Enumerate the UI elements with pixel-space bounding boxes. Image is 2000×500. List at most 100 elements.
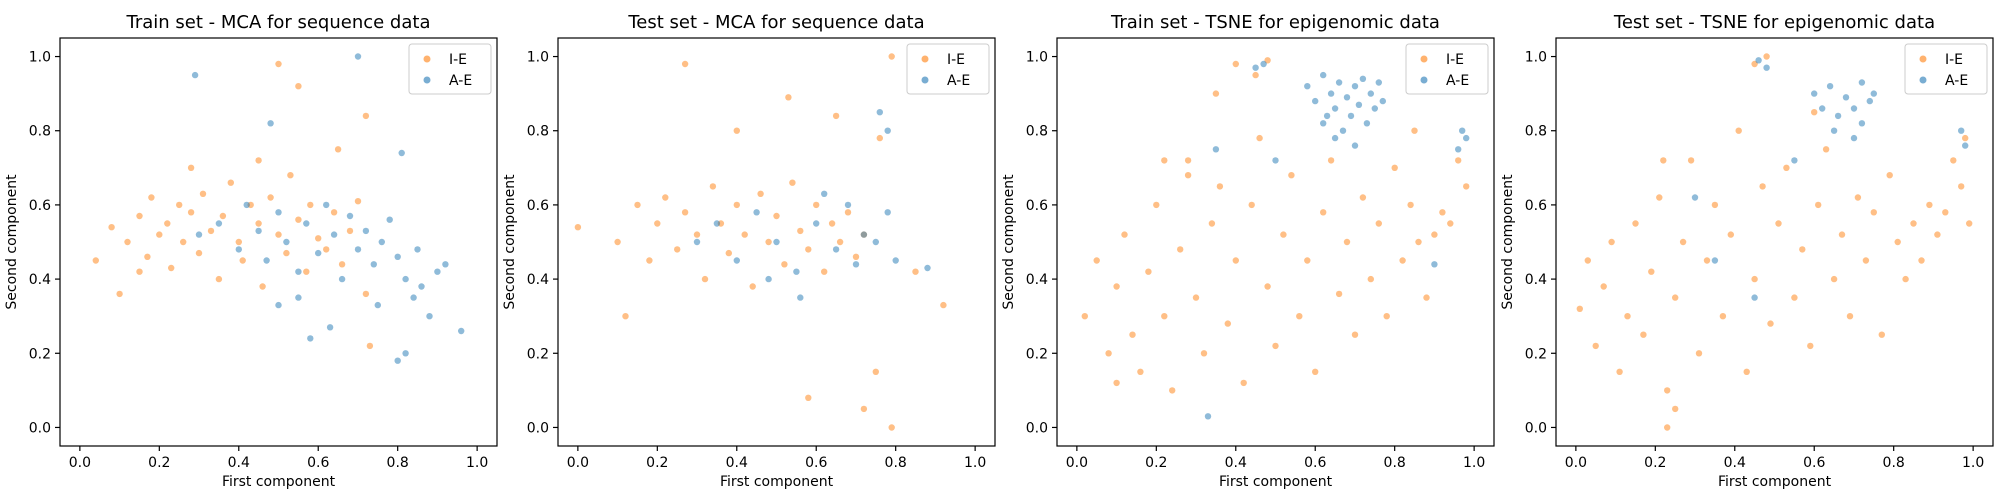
y-tick-label: 0.4: [1026, 272, 1048, 288]
y-tick-label: 1.0: [1026, 50, 1048, 66]
data-point: [1343, 238, 1351, 246]
legend: I-E A-E: [1405, 43, 1489, 95]
data-point: [275, 209, 282, 216]
data-point: [418, 283, 425, 290]
y-tick-label: 0.2: [1026, 346, 1048, 362]
data-point: [326, 324, 334, 331]
data-point: [1252, 71, 1259, 79]
data-point: [442, 261, 449, 268]
legend-label: A-E: [1945, 73, 1968, 89]
y-tick-label: 0.0: [1525, 420, 1547, 436]
data-point: [414, 246, 421, 253]
data-point: [574, 224, 582, 231]
data-point: [912, 268, 919, 275]
data-point: [1767, 320, 1774, 327]
data-point: [1656, 194, 1663, 201]
data-point: [330, 209, 338, 216]
data-point: [1312, 97, 1319, 105]
x-tick-label: 0.2: [646, 455, 668, 471]
data-point: [884, 209, 891, 216]
data-point: [832, 246, 840, 253]
data-point: [1878, 331, 1886, 338]
data-point: [283, 249, 290, 257]
data-point: [1902, 275, 1909, 283]
data-point: [1272, 157, 1279, 164]
data-point: [315, 249, 322, 257]
data-point: [366, 342, 374, 350]
data-point: [307, 201, 314, 209]
data-point: [215, 220, 223, 227]
data-point: [1304, 257, 1311, 264]
data-point: [1834, 112, 1842, 120]
data-point: [681, 209, 689, 216]
points-group: [1576, 53, 1973, 431]
data-point: [1842, 94, 1850, 101]
data-point: [1850, 105, 1858, 112]
x-tick-label: 0.6: [805, 455, 827, 471]
data-point: [1431, 261, 1438, 268]
data-point: [1161, 313, 1168, 320]
data-point: [338, 275, 346, 283]
data-point: [1616, 368, 1623, 375]
x-tick-label: 0.2: [1644, 455, 1666, 471]
x-tick-label: 0.6: [1304, 455, 1326, 471]
series-i-e: [92, 60, 374, 350]
data-point: [1775, 220, 1782, 227]
data-point: [1232, 60, 1240, 68]
data-point: [1113, 379, 1120, 387]
data-point: [1703, 257, 1711, 264]
y-tick-label: 0.2: [29, 346, 51, 362]
data-point: [1212, 90, 1220, 97]
y-tick-label: 0.6: [527, 198, 549, 214]
data-point: [195, 231, 203, 238]
data-point: [1962, 134, 1969, 142]
data-point: [1822, 146, 1830, 153]
data-point: [733, 127, 740, 134]
data-point: [1232, 257, 1240, 264]
series-a-e: [1691, 57, 1969, 301]
data-point: [860, 231, 868, 238]
y-tick-label: 0.0: [527, 420, 549, 436]
chart-panel-4: Test set - TSNE for epigenomic data 0.0 0.…: [1500, 12, 1994, 490]
data-point: [287, 172, 294, 179]
x-tick-label: 0.4: [228, 455, 250, 471]
chart-title: Test set - TSNE for epigenomic data: [1613, 12, 1935, 33]
data-point: [797, 294, 804, 301]
data-point: [295, 268, 302, 275]
data-point: [1423, 294, 1430, 301]
data-point: [1161, 157, 1168, 164]
data-point: [876, 109, 883, 116]
data-point: [323, 246, 330, 253]
legend-label: I-E: [947, 52, 965, 68]
data-point: [1192, 294, 1200, 301]
data-point: [1208, 220, 1216, 227]
data-point: [195, 249, 203, 257]
data-point: [1105, 350, 1112, 357]
data-point: [1447, 220, 1454, 227]
y-tick-label: 0.4: [527, 272, 549, 288]
data-point: [1826, 83, 1834, 90]
data-point: [1679, 238, 1687, 246]
data-point: [1367, 275, 1375, 283]
data-point: [1751, 275, 1758, 283]
data-point: [1379, 97, 1387, 105]
data-point: [402, 275, 409, 283]
data-point: [1339, 127, 1347, 134]
data-point: [303, 268, 310, 275]
data-point: [1648, 268, 1655, 275]
x-tick-label: 0.0: [1565, 455, 1587, 471]
data-point: [789, 179, 796, 186]
data-point: [725, 249, 732, 257]
data-point: [1711, 201, 1719, 209]
data-point: [354, 198, 362, 205]
data-point: [402, 350, 409, 357]
data-point: [426, 313, 433, 320]
data-point: [1383, 313, 1390, 320]
data-point: [940, 301, 947, 309]
x-tick-label: 0.8: [885, 455, 907, 471]
data-point: [1815, 201, 1822, 209]
data-point: [1918, 257, 1925, 264]
data-point: [116, 290, 123, 298]
y-tick-label: 0.2: [527, 346, 549, 362]
